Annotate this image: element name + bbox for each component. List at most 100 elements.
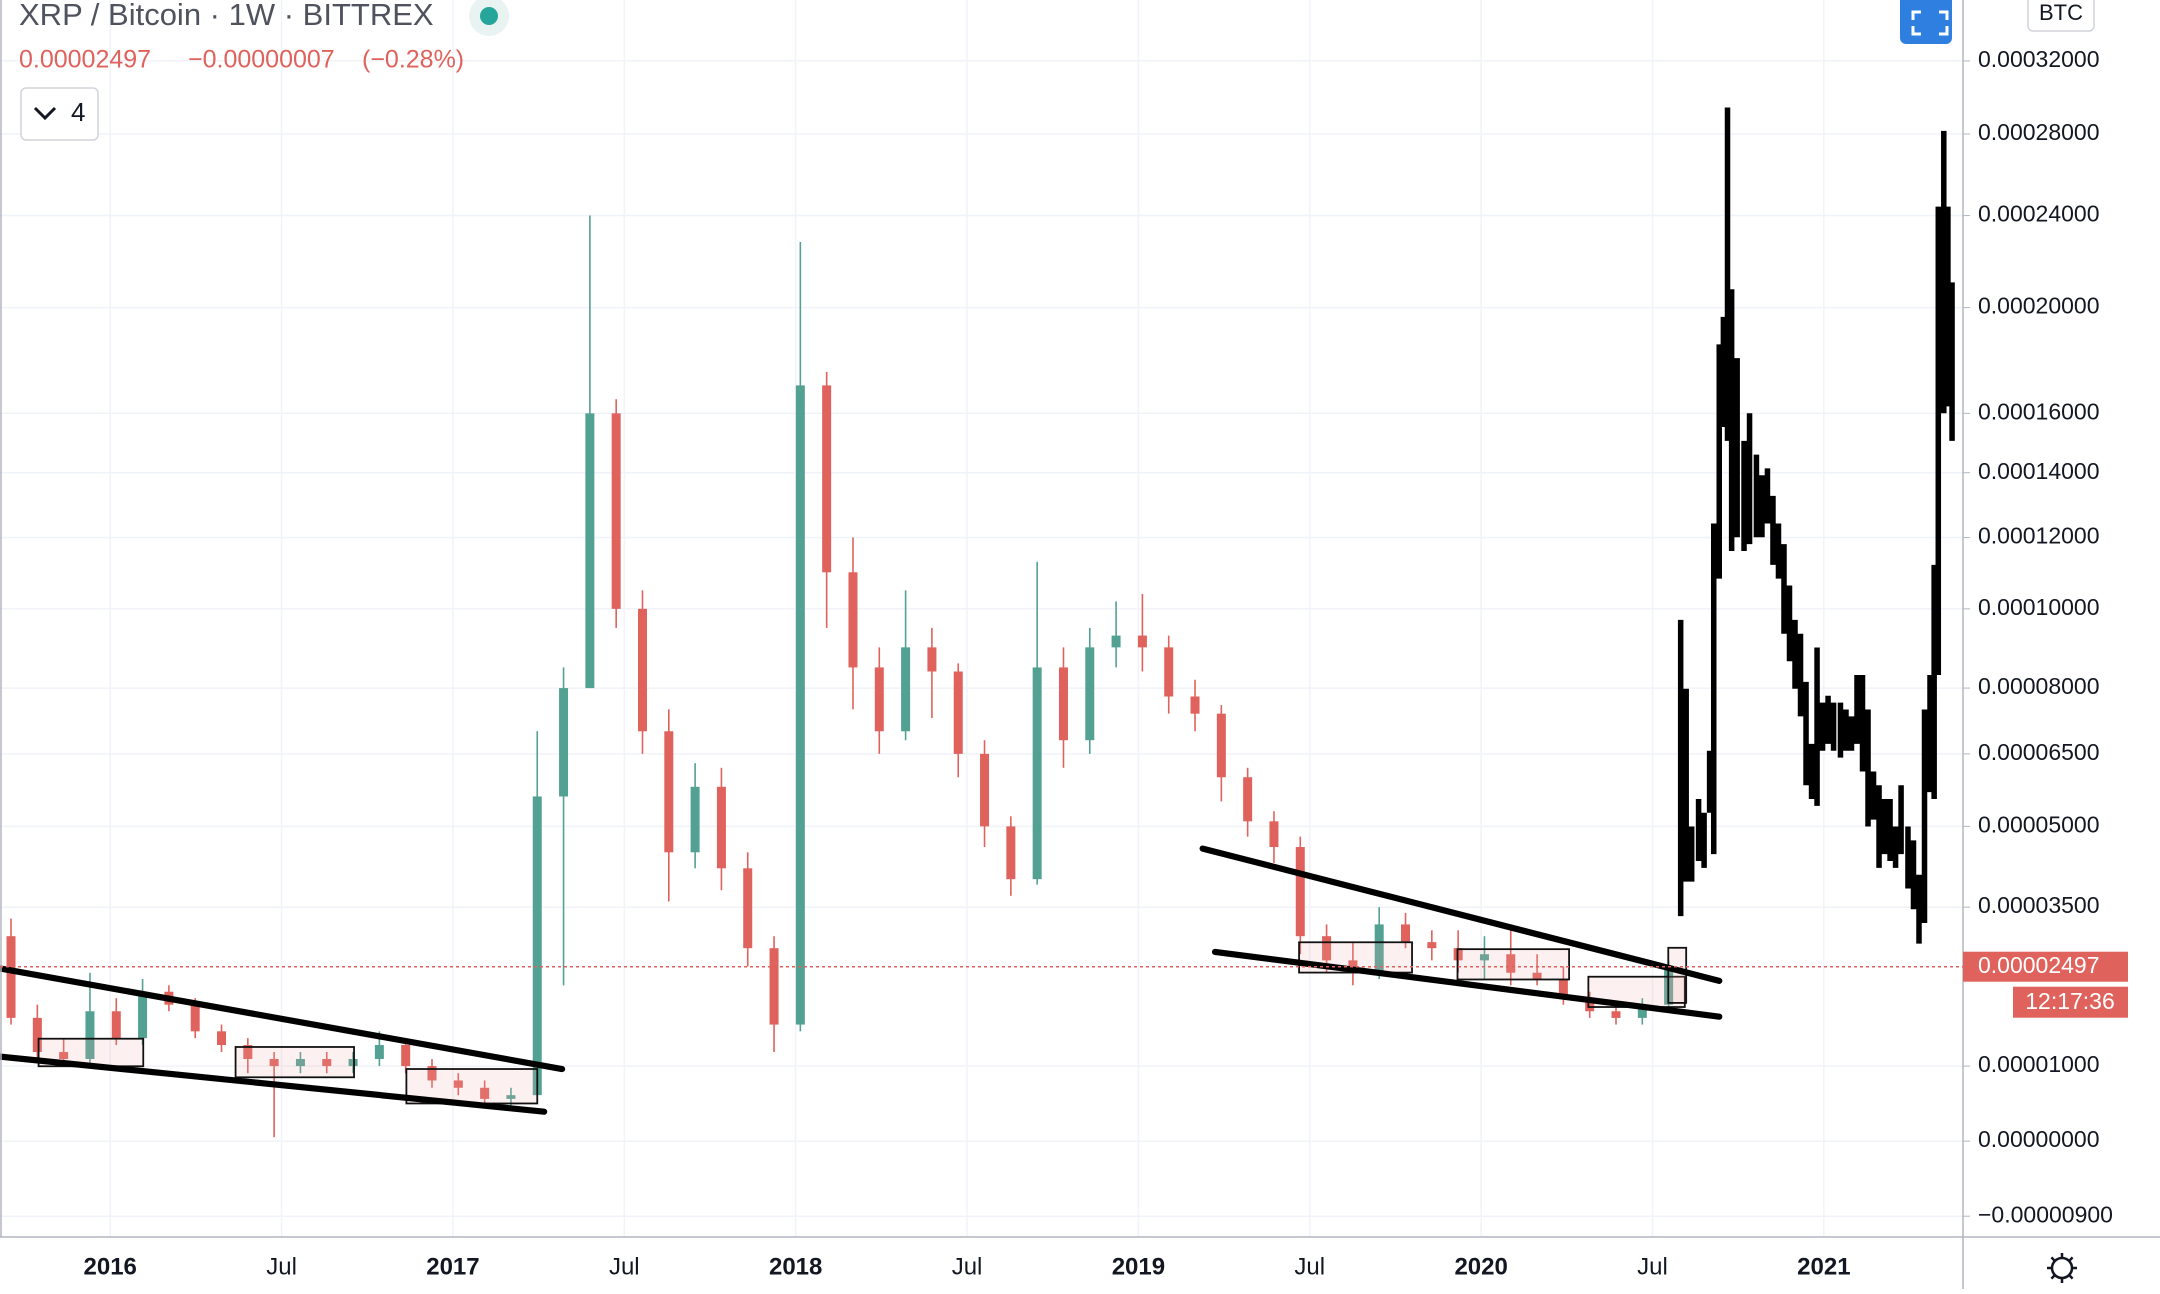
y-tick-label: 0.00032000 — [1978, 46, 2100, 72]
y-tick-label: 0.00000000 — [1978, 1126, 2100, 1152]
range-boxes — [37, 941, 1688, 1105]
y-tick-label: 0.00005000 — [1978, 811, 2100, 837]
candle-body — [1137, 635, 1147, 648]
candle-body — [1006, 826, 1016, 880]
candle-body — [532, 796, 542, 1096]
settings-button[interactable] — [2047, 1253, 2077, 1283]
candle-body — [874, 667, 884, 732]
candle-body — [585, 413, 595, 689]
candle-body — [611, 413, 621, 609]
y-tick-label: 0.00003500 — [1978, 892, 2100, 918]
last-price-label: 0.00002497 — [1978, 952, 2100, 978]
candles — [6, 215, 1674, 1138]
y-tick-label: 0.00024000 — [1978, 201, 2100, 227]
status-dot — [480, 7, 498, 25]
candle-body — [1585, 998, 1595, 1012]
candle-body — [1322, 936, 1332, 961]
box — [1456, 948, 1570, 981]
candle-body — [664, 731, 674, 853]
x-tick-label: 2021 — [1797, 1253, 1850, 1280]
candle-body — [480, 1087, 490, 1099]
y-tick-label: 0.00008000 — [1978, 673, 2100, 699]
candle-body — [1374, 924, 1384, 973]
candle-body — [1085, 647, 1095, 741]
chevron-icon — [33, 106, 57, 121]
candle-body — [822, 385, 832, 573]
candle-body — [6, 936, 16, 1018]
fullscreen-box[interactable] — [1900, 0, 1952, 44]
candle-body — [243, 1045, 253, 1059]
y-tick-label: 0.00001000 — [1978, 1051, 2100, 1077]
x-tick-label: 2017 — [426, 1253, 479, 1280]
axis-labels: 0.00032000 0.00028000 0.00024000 0.00020000… — [0, 46, 2128, 1280]
x-tick-label: Jul — [1637, 1253, 1668, 1280]
candle-body — [111, 1011, 121, 1039]
x-tick-label: Jul — [266, 1253, 297, 1280]
candle-body — [1611, 1011, 1621, 1018]
trend-line — [0, 965, 566, 1073]
x-tick-label: 2016 — [84, 1253, 137, 1280]
y-tick-label: 0.00014000 — [1978, 458, 2100, 484]
candle-body — [401, 1045, 411, 1067]
y-tick-label: 0.00016000 — [1978, 398, 2100, 424]
candle-body — [1111, 635, 1121, 648]
last-value: 0.00002497 — [19, 46, 151, 74]
candle-body — [1427, 942, 1437, 949]
trend-line — [1199, 845, 1723, 984]
x-tick-label: 2019 — [1112, 1253, 1165, 1280]
candle-body — [1216, 713, 1226, 778]
candle-body — [85, 1011, 95, 1059]
candle-body — [980, 753, 990, 827]
gear-icon[interactable] — [2050, 1256, 2074, 1280]
trend-line — [1211, 948, 1723, 1020]
currency-box[interactable] — [2027, 0, 2095, 32]
legend-count: 4 — [71, 97, 85, 127]
y-tick-label: 0.00006500 — [1978, 739, 2100, 765]
candle-body — [637, 608, 647, 732]
gear-teeth — [2047, 1253, 2077, 1283]
candle-body — [1190, 696, 1200, 714]
candle-body — [716, 786, 726, 869]
candle-body — [295, 1058, 305, 1067]
last-price-box — [1963, 951, 2128, 982]
candle-body — [1532, 972, 1542, 980]
candle-body — [427, 1066, 437, 1081]
grid — [0, 0, 1963, 1237]
candle-body — [1243, 777, 1253, 822]
change-percent: (−0.28%) — [362, 46, 464, 74]
candle-body — [138, 991, 148, 1039]
candle-body — [59, 1051, 69, 1059]
candle-body — [1058, 667, 1068, 741]
currency-button[interactable]: BTC — [2027, 0, 2095, 32]
candle-body — [927, 647, 937, 672]
currency-label: BTC — [2039, 0, 2083, 25]
x-tick-label: 2018 — [769, 1253, 822, 1280]
x-tick-label: Jul — [1294, 1253, 1325, 1280]
candle-body — [559, 688, 569, 797]
candle-body — [743, 868, 753, 949]
candle-body — [1479, 954, 1489, 961]
fullscreen-button[interactable] — [1900, 0, 1952, 44]
box — [1667, 946, 1688, 1004]
candle-body — [1032, 667, 1042, 880]
candle-body — [795, 385, 805, 1025]
candle-body — [953, 671, 963, 754]
candle-body — [1558, 979, 1568, 999]
candle-body — [1295, 847, 1305, 937]
candle-body — [1637, 1004, 1647, 1018]
y-tick-label: 0.00010000 — [1978, 594, 2100, 620]
fullscreen-icon — [1911, 10, 1949, 36]
countdown-box — [2013, 986, 2128, 1018]
legend-toggle[interactable]: 4 — [20, 87, 99, 141]
candle-body — [769, 948, 779, 1025]
y-tick-label: 0.00028000 — [1978, 119, 2100, 145]
candle-body — [1401, 924, 1411, 943]
candle-body — [374, 1045, 384, 1059]
legend-toggle-box[interactable] — [20, 87, 99, 141]
trend-lines — [0, 845, 1723, 1115]
candle-body — [690, 786, 700, 853]
x-tick-label: Jul — [952, 1253, 983, 1280]
candle-body — [217, 1031, 227, 1046]
